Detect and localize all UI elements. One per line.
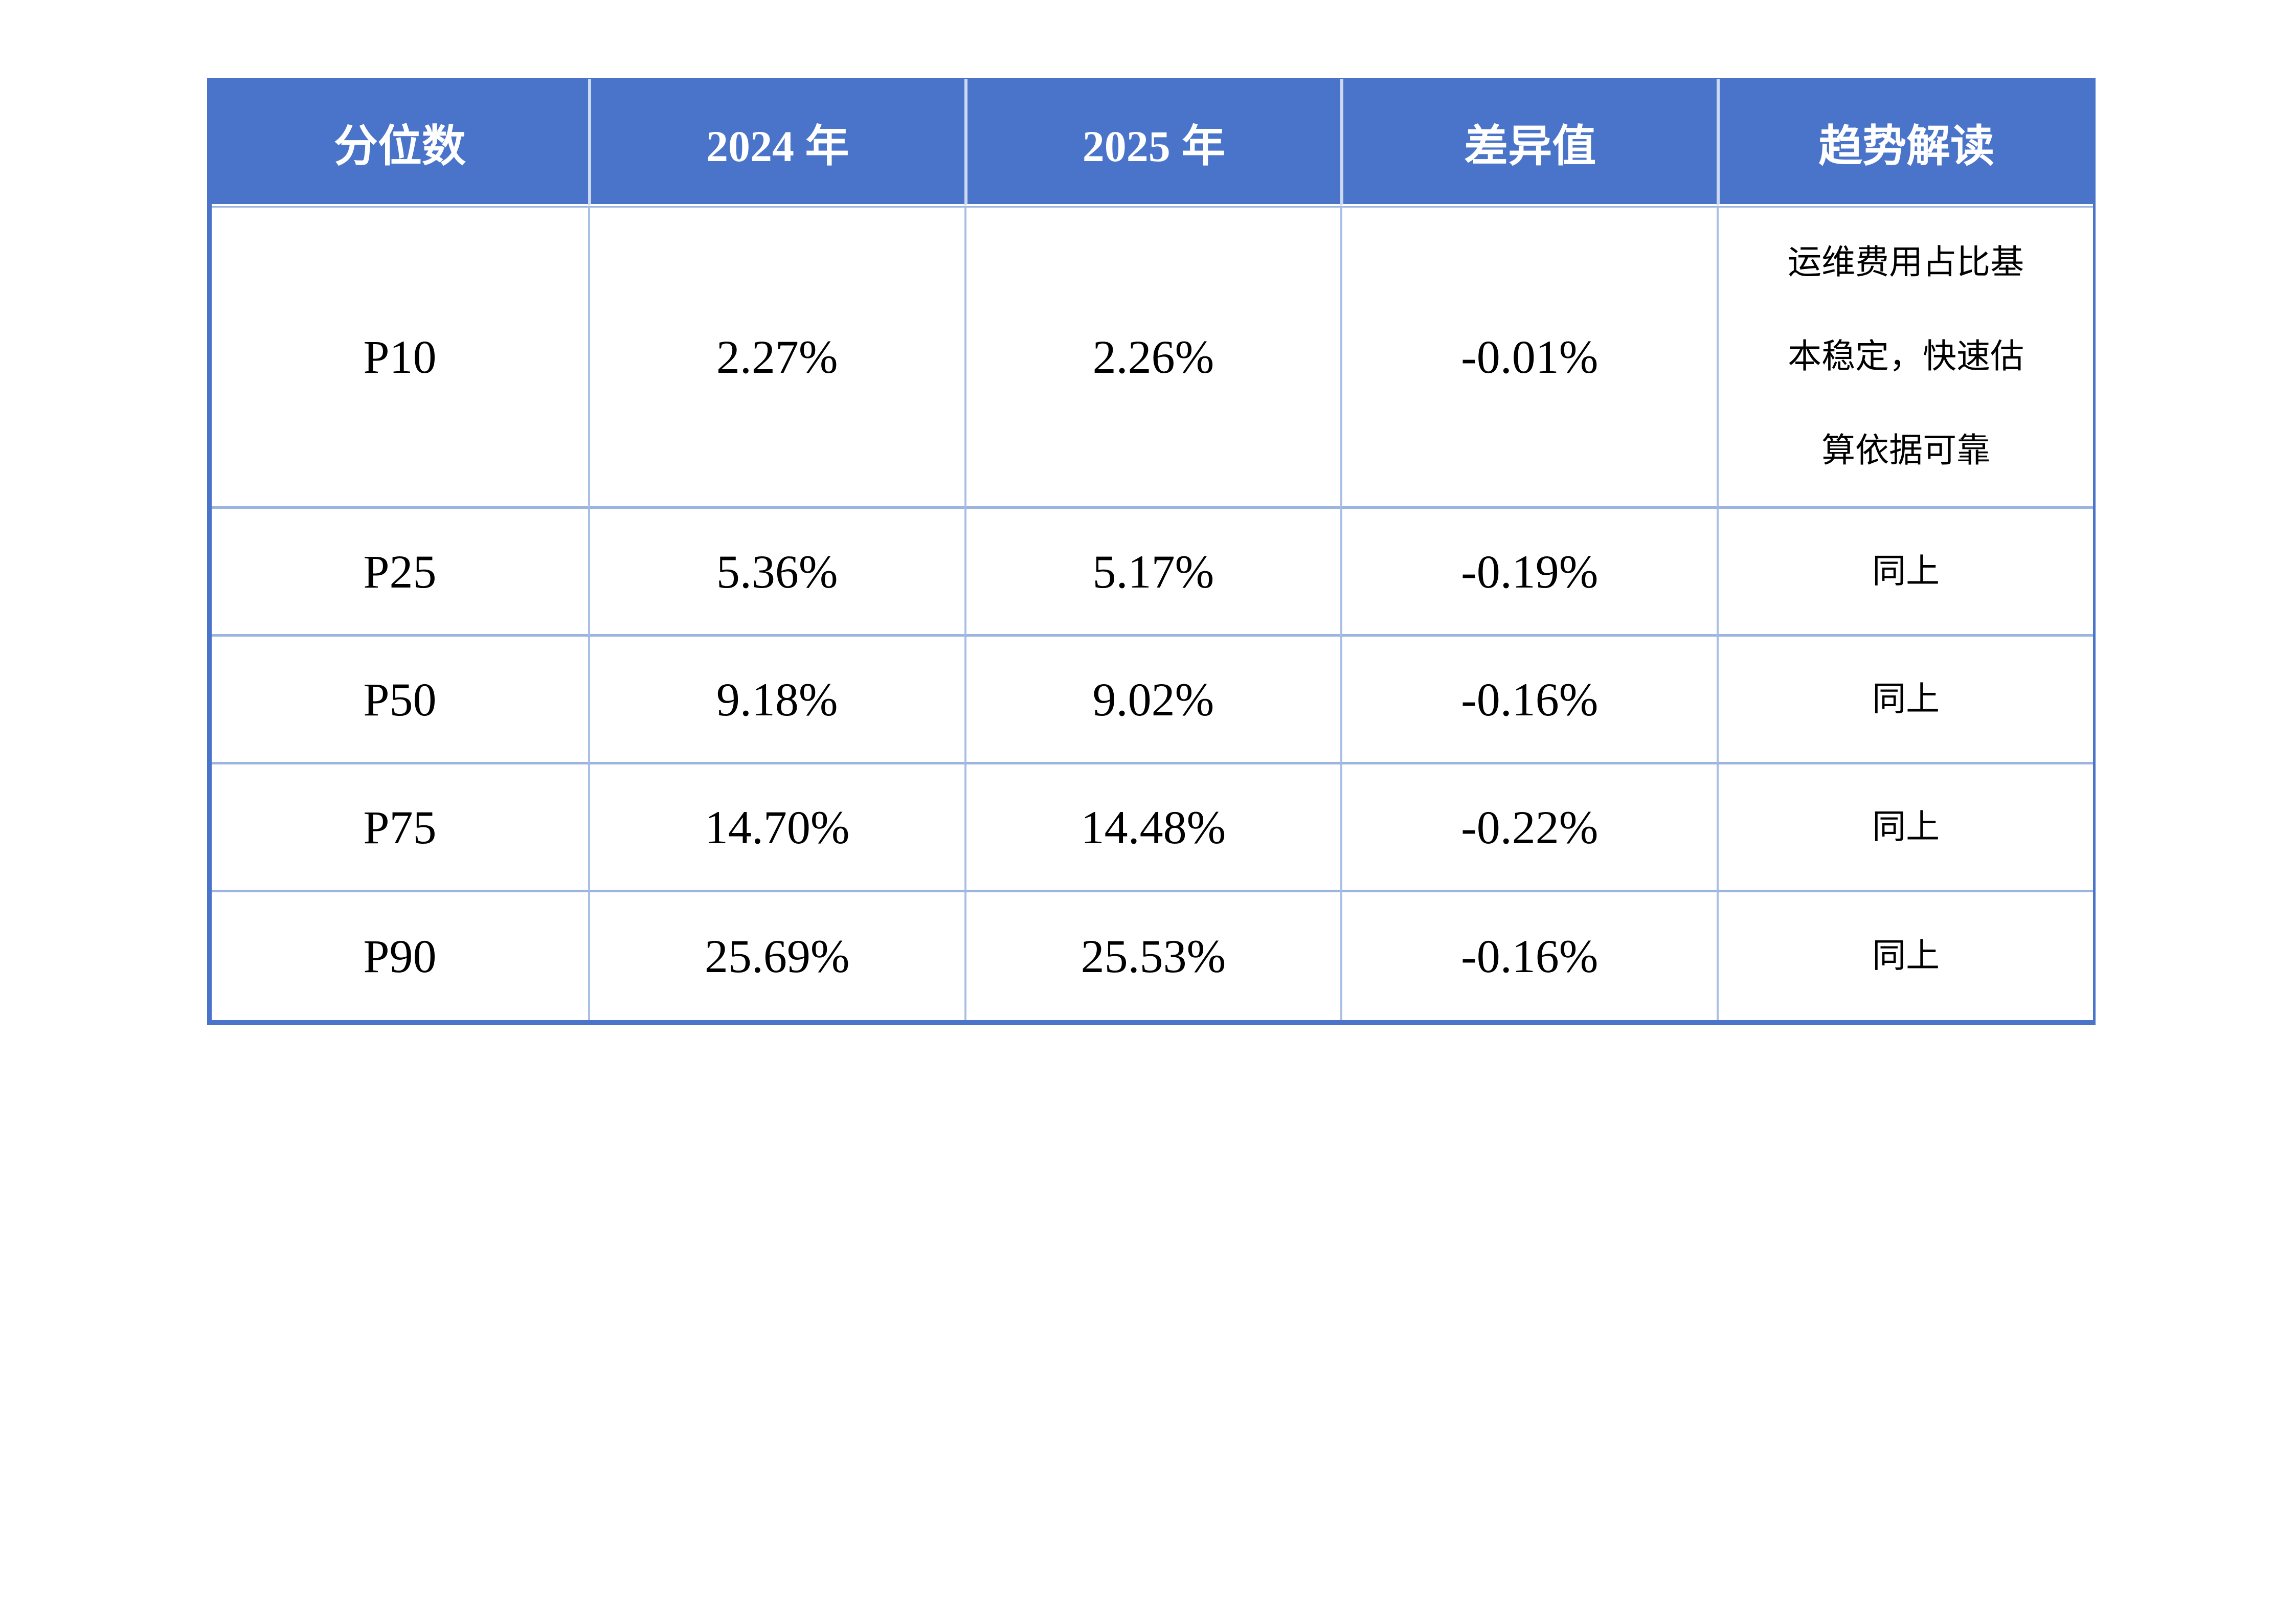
header-row: 分位数 2024 年 2025 年 差异值 趋势解读 <box>212 79 2093 206</box>
cell-trend-note: 同上 <box>1717 637 2093 764</box>
cell-2025-value: 5.17% <box>964 509 1341 637</box>
column-header-percentile: 分位数 <box>212 79 588 206</box>
cell-trend-note: 同上 <box>1717 509 2093 637</box>
percentile-comparison-table: 分位数 2024 年 2025 年 差异值 趋势解读 P10 2.27% 2.2… <box>207 78 2096 1025</box>
cell-2024-value: 14.70% <box>588 764 964 892</box>
cell-2024-value: 25.69% <box>588 892 964 1020</box>
cell-percentile: P75 <box>212 764 588 892</box>
column-header-2025: 2025 年 <box>964 79 1341 206</box>
data-table: 分位数 2024 年 2025 年 差异值 趋势解读 P10 2.27% 2.2… <box>212 79 2093 1020</box>
cell-diff-value: -0.22% <box>1340 764 1717 892</box>
table-row-p75: P75 14.70% 14.48% -0.22% 同上 <box>212 764 2093 892</box>
cell-2024-value: 5.36% <box>588 509 964 637</box>
cell-percentile: P25 <box>212 509 588 637</box>
cell-percentile: P10 <box>212 206 588 509</box>
cell-2024-value: 2.27% <box>588 206 964 509</box>
cell-2025-value: 2.26% <box>964 206 1341 509</box>
cell-diff-value: -0.16% <box>1340 637 1717 764</box>
cell-diff-value: -0.16% <box>1340 892 1717 1020</box>
column-header-diff: 差异值 <box>1340 79 1717 206</box>
cell-trend-note: 同上 <box>1717 764 2093 892</box>
table-row-p10: P10 2.27% 2.26% -0.01% 运维费用占比基本稳定，快速估算依据… <box>212 206 2093 509</box>
cell-diff-value: -0.01% <box>1340 206 1717 509</box>
cell-percentile: P90 <box>212 892 588 1020</box>
cell-diff-value: -0.19% <box>1340 509 1717 637</box>
cell-trend-note: 运维费用占比基本稳定，快速估算依据可靠 <box>1717 206 2093 509</box>
column-header-2024: 2024 年 <box>588 79 964 206</box>
cell-trend-note: 同上 <box>1717 892 2093 1020</box>
table-row-p50: P50 9.18% 9.02% -0.16% 同上 <box>212 637 2093 764</box>
cell-2024-value: 9.18% <box>588 637 964 764</box>
cell-2025-value: 25.53% <box>964 892 1341 1020</box>
cell-2025-value: 9.02% <box>964 637 1341 764</box>
cell-2025-value: 14.48% <box>964 764 1341 892</box>
column-header-trend: 趋势解读 <box>1717 79 2093 206</box>
table-row-p90: P90 25.69% 25.53% -0.16% 同上 <box>212 892 2093 1020</box>
table-row-p25: P25 5.36% 5.17% -0.19% 同上 <box>212 509 2093 637</box>
cell-percentile: P50 <box>212 637 588 764</box>
